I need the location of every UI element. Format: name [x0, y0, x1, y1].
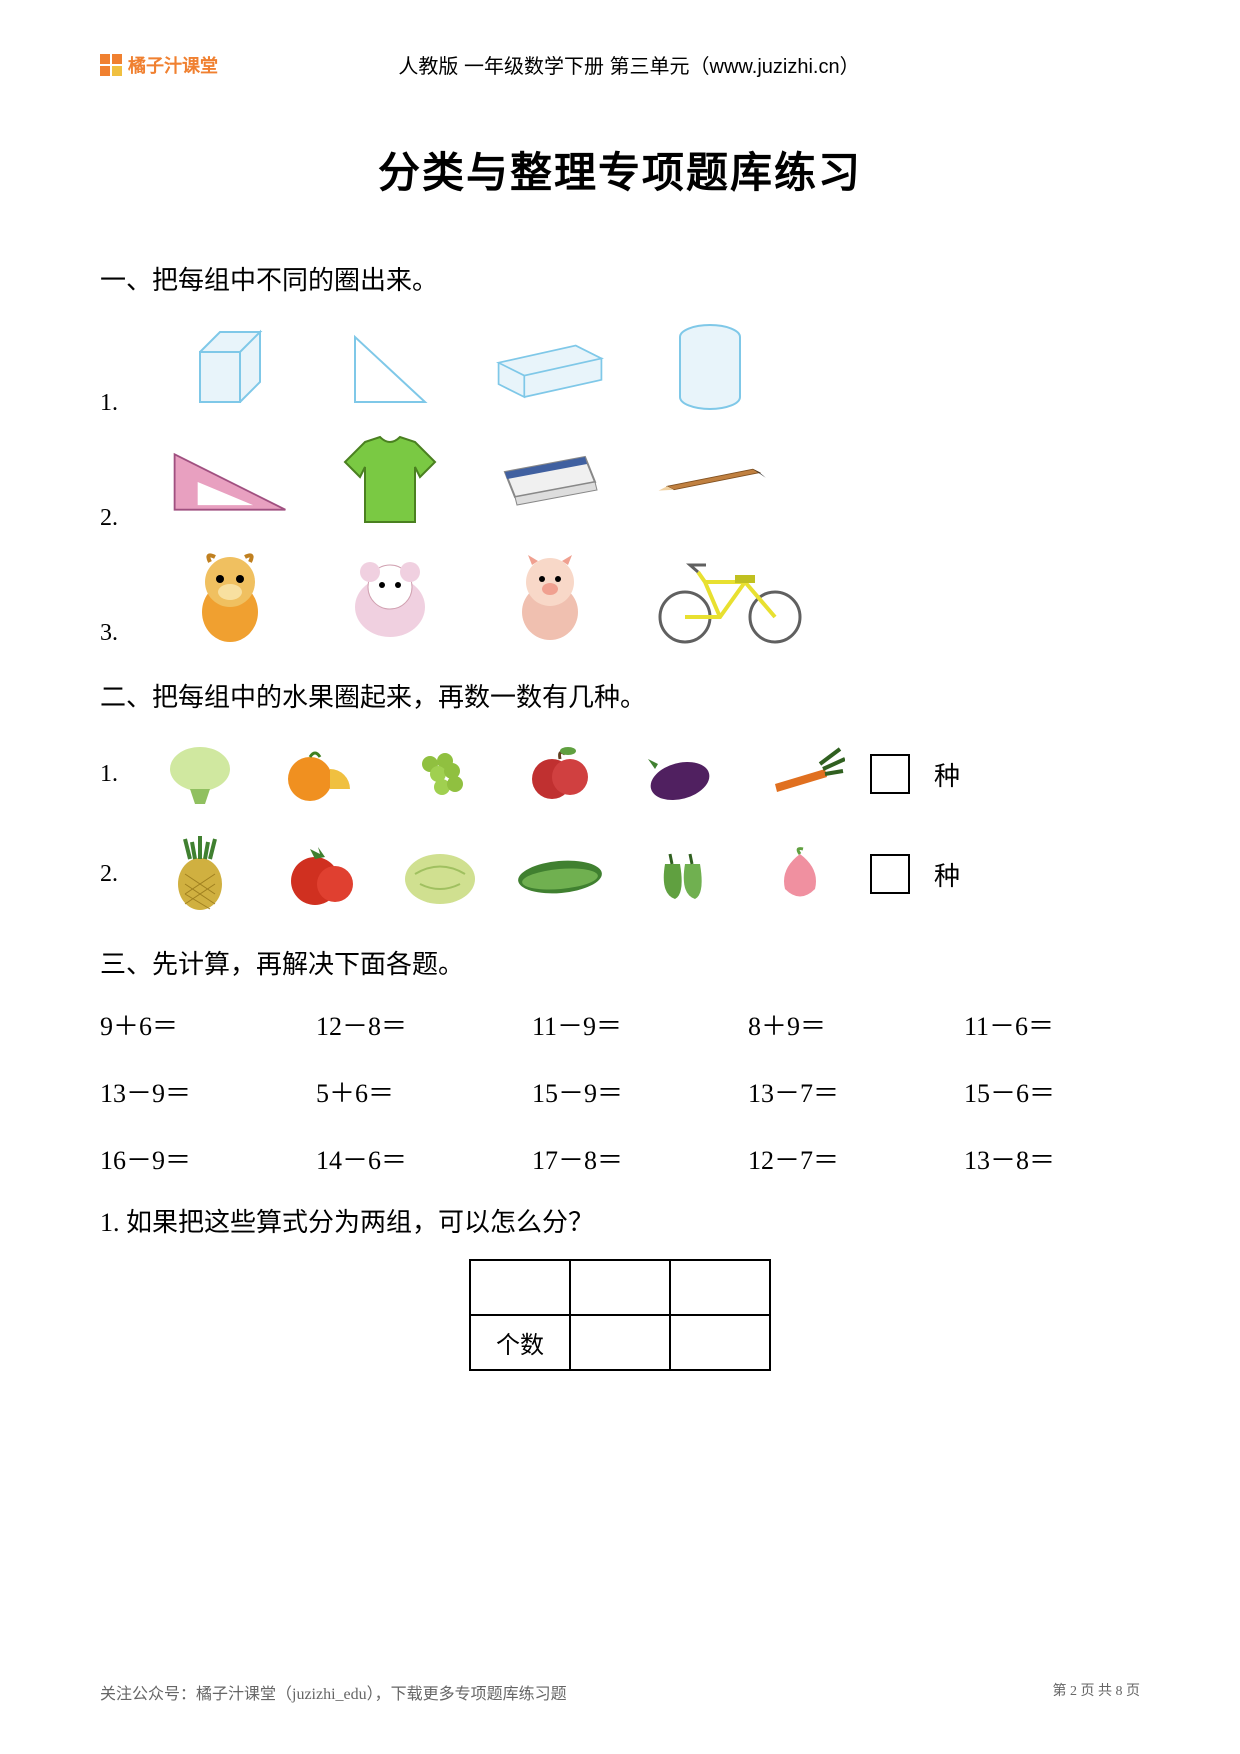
bicycle-item — [650, 547, 810, 647]
cucumber-item — [510, 834, 610, 914]
kind-label: 种 — [934, 756, 960, 793]
answer-box[interactable] — [870, 854, 910, 894]
q1-row1: 1. — [100, 317, 1140, 417]
cabbage-item — [390, 834, 490, 914]
footer-total: 8 — [1116, 1684, 1123, 1699]
apple-item — [510, 734, 610, 814]
footer-page: 第 2 页 共 8 页 — [1053, 1680, 1141, 1704]
q2-row2: 2. 种 — [100, 834, 1140, 914]
tshirt-item — [330, 432, 450, 532]
math-problem: 5＋6＝ — [316, 1073, 492, 1110]
footer-text: 页 共 — [1077, 1684, 1116, 1699]
table-cell[interactable] — [670, 1260, 770, 1315]
math-problem: 9＋6＝ — [100, 1006, 276, 1043]
cauliflower-item — [150, 734, 250, 814]
eggplant-item — [630, 734, 730, 814]
math-problem: 16－9＝ — [100, 1140, 276, 1177]
footer-text: 第 — [1053, 1684, 1071, 1699]
count-table: 个数 — [469, 1259, 771, 1371]
table-cell[interactable] — [570, 1315, 670, 1370]
math-problem: 13－9＝ — [100, 1073, 276, 1110]
section1-heading: 一、把每组中不同的圈出来。 — [100, 260, 1140, 297]
table-cell[interactable] — [670, 1315, 770, 1370]
math-problems: 9＋6＝ 12－8＝ 11－9＝ 8＋9＝ 11－6＝ 13－9＝ 5＋6＝ 1… — [100, 1006, 1140, 1177]
main-title: 分类与整理专项题库练习 — [100, 139, 1140, 200]
carrot-item — [750, 734, 850, 814]
math-problem: 12－8＝ — [316, 1006, 492, 1043]
triangle-shape — [330, 317, 450, 417]
cow-item — [170, 547, 290, 647]
page-footer: 关注公众号：橘子汁课堂（juzizhi_edu），下载更多专项题库练习题 第 2… — [100, 1680, 1140, 1704]
cube-shape — [170, 317, 290, 417]
q2-row1: 1. 种 — [100, 734, 1140, 814]
math-problem: 13－8＝ — [964, 1140, 1140, 1177]
eraser-item — [490, 432, 610, 532]
math-problem: 17－8＝ — [532, 1140, 708, 1177]
sub-question: 1. 如果把这些算式分为两组，可以怎么分？ — [100, 1202, 1140, 1239]
pig-item — [490, 547, 610, 647]
table-cell-label: 个数 — [470, 1315, 570, 1370]
q-num: 2. — [100, 505, 130, 532]
math-problem: 15－6＝ — [964, 1073, 1140, 1110]
set-square-item — [170, 432, 290, 532]
table-cell[interactable] — [470, 1260, 570, 1315]
math-problem: 12－7＝ — [748, 1140, 924, 1177]
footer-page-num: 2 — [1070, 1684, 1077, 1699]
q-num: 3. — [100, 620, 130, 647]
cylinder-shape — [650, 317, 770, 417]
kind-label: 种 — [934, 856, 960, 893]
answer-box[interactable] — [870, 754, 910, 794]
pepper-item — [630, 834, 730, 914]
math-problem: 15－9＝ — [532, 1073, 708, 1110]
page-header: 橘子汁课堂 人教版 一年级数学下册 第三单元（www.juzizhi.cn） — [100, 50, 1140, 79]
logo-square — [100, 54, 110, 64]
sheep-item — [330, 547, 450, 647]
cuboid-shape — [490, 317, 610, 417]
section3-heading: 三、先计算，再解决下面各题。 — [100, 944, 1140, 981]
footer-text: 页 — [1123, 1684, 1141, 1699]
footer-left: 关注公众号：橘子汁课堂（juzizhi_edu），下载更多专项题库练习题 — [100, 1680, 567, 1704]
math-problem: 11－6＝ — [964, 1006, 1140, 1043]
math-problem: 11－9＝ — [532, 1006, 708, 1043]
pencil-item — [650, 432, 770, 532]
header-subtitle: 人教版 一年级数学下册 第三单元（www.juzizhi.cn） — [118, 50, 1140, 79]
math-problem: 13－7＝ — [748, 1073, 924, 1110]
orange-item — [270, 734, 370, 814]
logo-square — [100, 66, 110, 76]
q-num: 2. — [100, 861, 130, 888]
math-problem: 14－6＝ — [316, 1140, 492, 1177]
q-num: 1. — [100, 390, 130, 417]
section2-heading: 二、把每组中的水果圈起来，再数一数有几种。 — [100, 677, 1140, 714]
pineapple-item — [150, 834, 250, 914]
table-cell[interactable] — [570, 1260, 670, 1315]
peach-item — [750, 834, 850, 914]
table-row — [470, 1260, 770, 1315]
grapes-item — [390, 734, 490, 814]
table-row: 个数 — [470, 1315, 770, 1370]
q1-row2: 2. — [100, 432, 1140, 532]
count-table-wrap: 个数 — [100, 1259, 1140, 1371]
math-problem: 8＋9＝ — [748, 1006, 924, 1043]
q1-row3: 3. — [100, 547, 1140, 647]
q-num: 1. — [100, 761, 130, 788]
tomato-item — [270, 834, 370, 914]
